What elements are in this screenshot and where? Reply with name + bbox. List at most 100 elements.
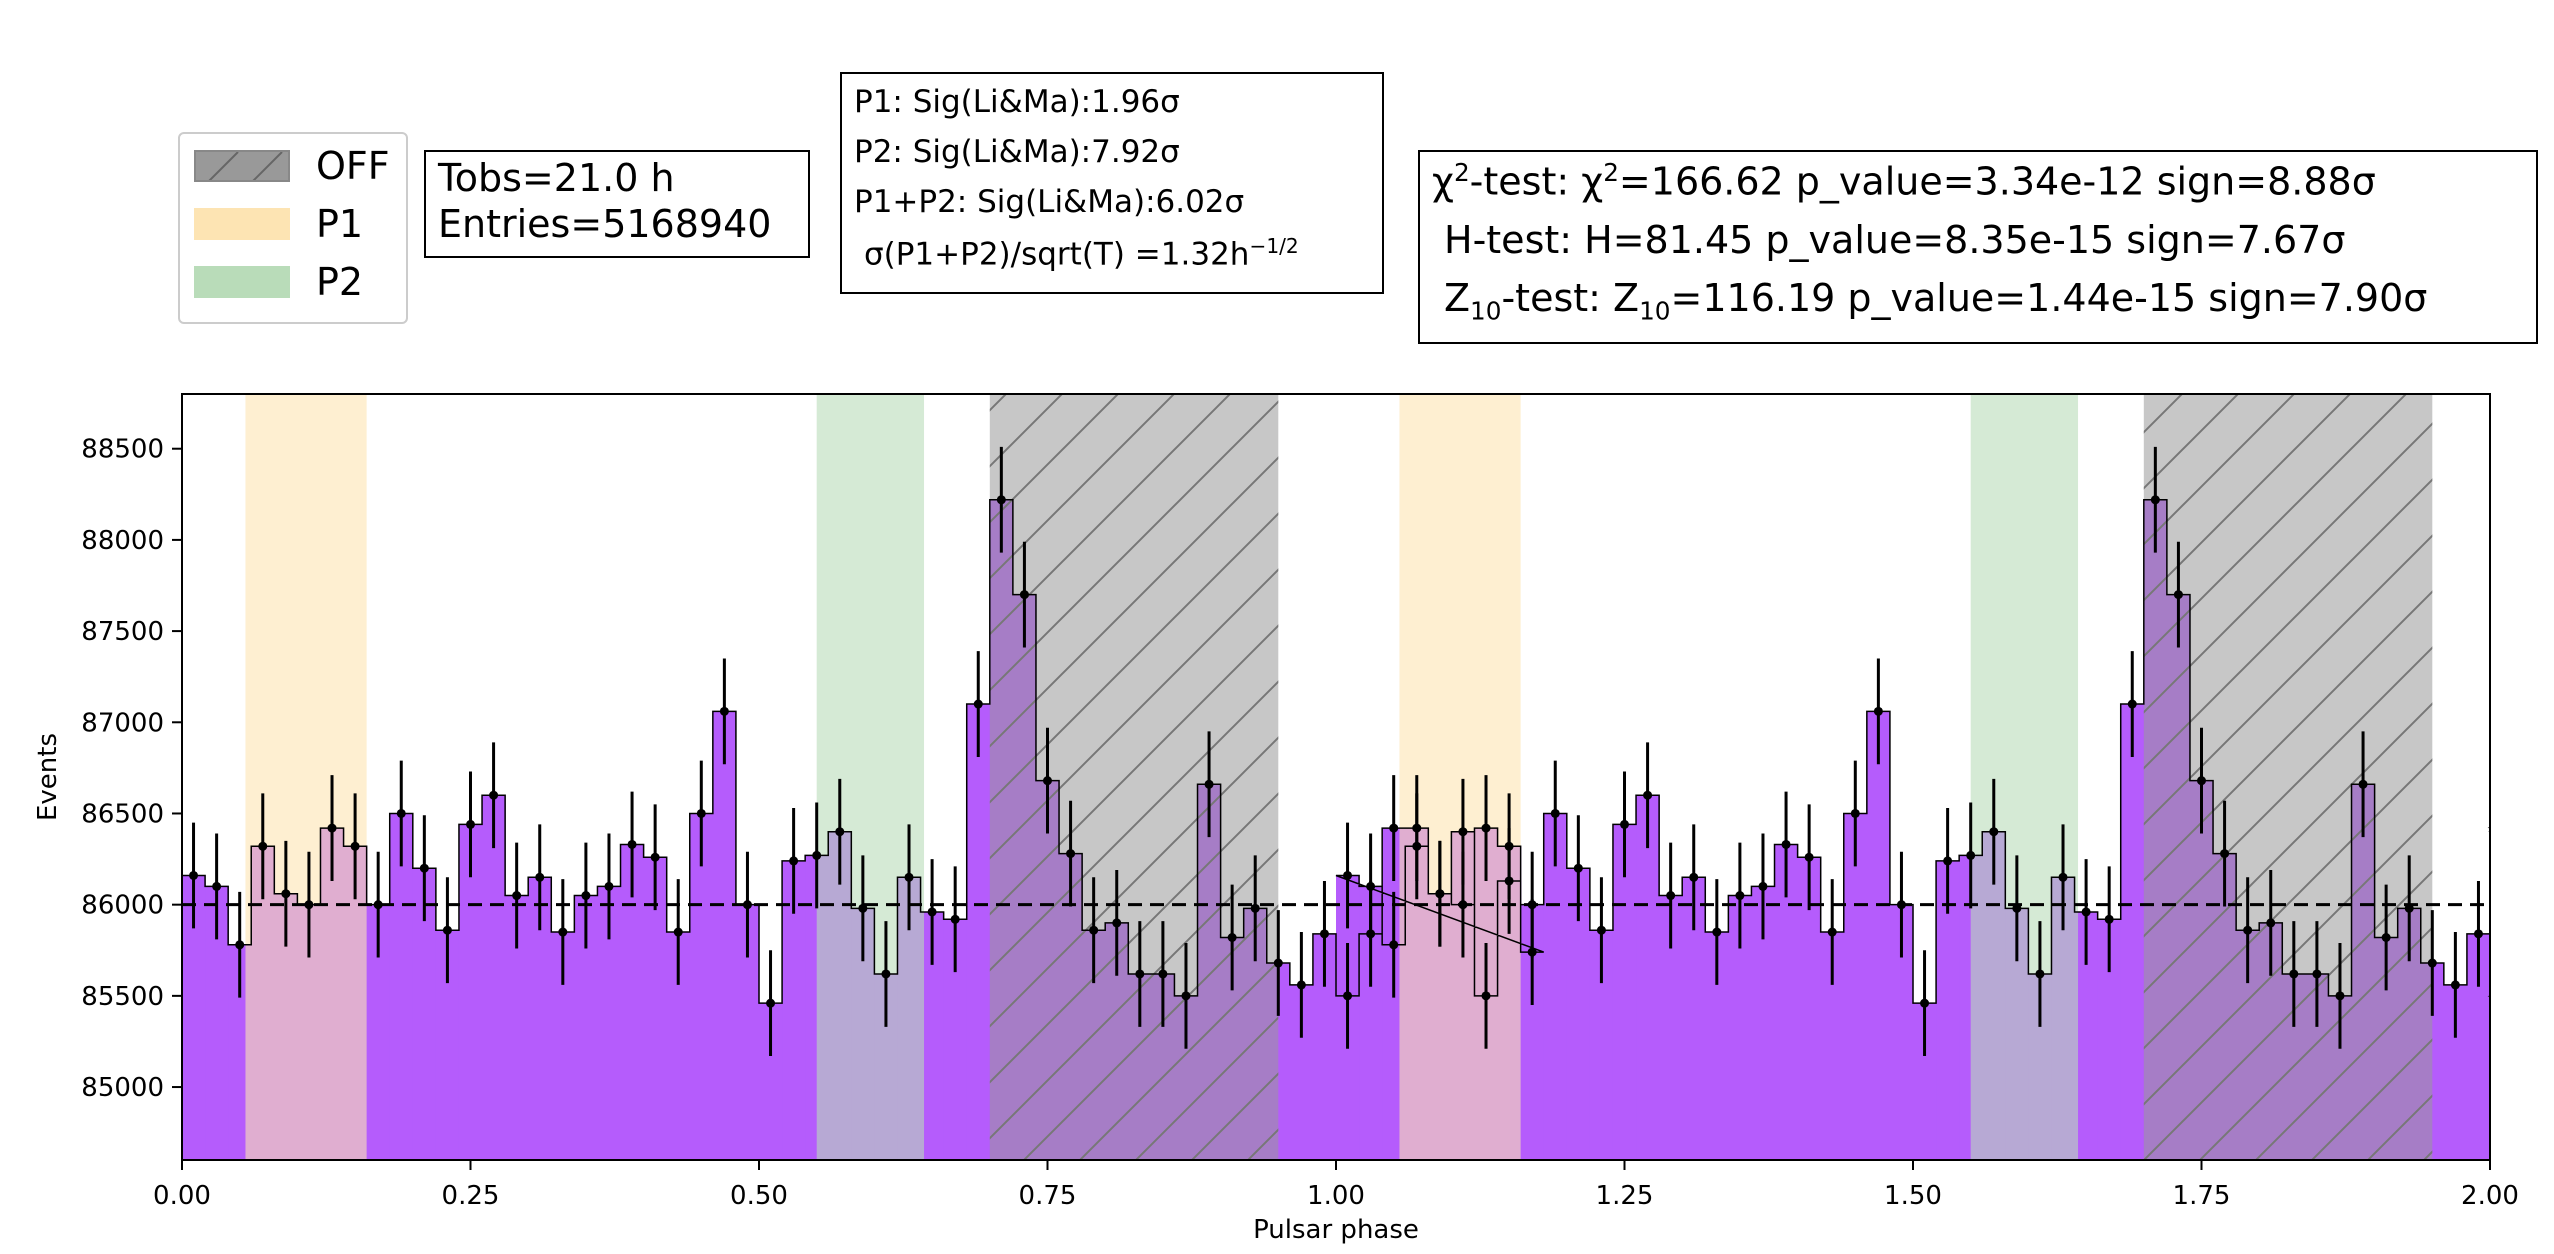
data-point-22 [696, 808, 706, 818]
data-point-100 [2289, 969, 2299, 979]
x-tick-label-7: 1.75 [2173, 1181, 2231, 1211]
legend: OFF P1 P2 [178, 132, 408, 324]
data-point-108 [2473, 929, 2483, 939]
data-point-97 [2220, 849, 2230, 859]
data-point-18 [604, 881, 614, 891]
p1-significance: P1: Sig(Li&Ma):1.96σ [854, 84, 1180, 120]
bar-16 [551, 932, 575, 1160]
data-point-52 [1389, 823, 1399, 833]
bar-19 [620, 844, 645, 1160]
chi2-symbol: χ [1432, 159, 1454, 204]
region-p1-3 [1399, 394, 1521, 1160]
bar-67 [1520, 904, 1545, 1160]
bar-11 [435, 930, 460, 1160]
data-point-101 [2312, 969, 2322, 979]
bar-108 [2466, 933, 2490, 1160]
data-point-60 [1366, 881, 1376, 891]
data-point-90 [2058, 872, 2068, 882]
data-point-77 [1758, 881, 1768, 891]
bar-74 [1682, 877, 1706, 1160]
data-point-47 [1273, 958, 1283, 968]
data-point-37 [1043, 776, 1052, 786]
x-tick-label-4: 1.00 [1307, 1181, 1365, 1211]
bar-22 [689, 813, 714, 1160]
data-point-19 [627, 839, 637, 849]
p2-significance: P2: Sig(Li&Ma):7.92σ [854, 134, 1180, 170]
z10-test-text: Z10-test: Z10=116.19 p_value=1.44e-15 si… [1444, 276, 2427, 326]
z-sub-1: 10 [1470, 296, 1502, 326]
data-point-74 [1689, 872, 1699, 882]
legend-label-p2: P2 [316, 260, 364, 304]
legend-label-p1: P1 [316, 202, 364, 246]
data-point-32 [927, 907, 937, 917]
data-point-25 [766, 998, 776, 1008]
data-point-104 [2381, 932, 2391, 942]
data-point-10 [419, 863, 429, 873]
bar-20 [643, 857, 668, 1160]
legend-swatch-off [194, 150, 290, 182]
data-point-68 [1550, 808, 1560, 818]
entries-text: Entries=5168940 [438, 202, 772, 246]
z-mid: -test: Z [1501, 276, 1640, 320]
error-bars-layer [189, 446, 2483, 1057]
bar-21 [666, 932, 691, 1160]
x-tick-label-5: 1.25 [1596, 1181, 1654, 1211]
data-point-33 [950, 914, 960, 924]
data-point-16 [558, 927, 568, 937]
data-point-20 [650, 852, 660, 862]
data-point-43 [1181, 991, 1191, 1001]
data-point-31 [904, 872, 914, 882]
data-point-45 [1227, 932, 1237, 942]
bar-48 [1289, 984, 1314, 1160]
rate-text: σ(P1+P2)/sqrt(T) =1.32h [864, 236, 1250, 273]
bar-13 [482, 795, 506, 1160]
region-hatch-5 [2143, 394, 2433, 1160]
data-point-106 [2427, 958, 2437, 968]
bar-77 [1751, 886, 1776, 1160]
data-point-94 [2150, 495, 2160, 505]
data-point-65 [1481, 823, 1491, 833]
data-point-66 [1504, 841, 1514, 851]
y-tick-label-7: 88500 [81, 435, 164, 465]
bar-60 [1359, 886, 1383, 1160]
data-point-1 [212, 881, 222, 891]
data-point-50 [1343, 991, 1353, 1001]
data-point-82 [1873, 706, 1883, 716]
data-point-55 [1458, 827, 1468, 837]
data-point-0 [189, 870, 199, 880]
bar-80 [1820, 932, 1845, 1160]
data-point-42 [1158, 969, 1168, 979]
data-point-38 [1066, 849, 1076, 859]
regions-layer [245, 394, 2433, 1160]
bar-91 [2074, 911, 2099, 1160]
y-tick-label-2: 86000 [81, 891, 164, 921]
bar-8 [366, 904, 391, 1160]
x-tick-label-6: 1.50 [1884, 1181, 1942, 1211]
data-point-78 [1781, 839, 1791, 849]
significance-box: P1: Sig(Li&Ma):1.96σ P2: Sig(Li&Ma):7.92… [840, 72, 1384, 294]
data-point-44 [1204, 779, 1214, 789]
data-point-107 [2450, 980, 2460, 990]
observation-info-box: Tobs=21.0 h Entries=5168940 [424, 150, 810, 258]
data-point-93 [2127, 699, 2137, 709]
data-point-69 [1573, 863, 1583, 873]
data-point-6 [327, 823, 337, 833]
data-point-62 [1412, 841, 1422, 851]
chi2-test-text: χ2-test: χ2=166.62 p_value=3.34e-12 sign… [1432, 158, 2376, 204]
bar-24 [735, 904, 760, 1160]
y-tick-label-3: 86500 [81, 799, 164, 829]
bar-32 [920, 911, 945, 1160]
data-point-40 [1112, 918, 1122, 928]
x-axis-label: Pulsar phase [1253, 1215, 1419, 1245]
data-point-99 [2266, 918, 2276, 928]
p1p2-significance: P1+P2: Sig(Li&Ma):6.02σ [854, 184, 1245, 220]
bar-76 [1728, 895, 1753, 1160]
bar-78 [1774, 844, 1799, 1160]
data-point-87 [1989, 827, 1999, 837]
bar-83 [1889, 904, 1914, 1160]
bar-12 [458, 824, 483, 1160]
bar-75 [1705, 932, 1729, 1160]
bar-17 [574, 895, 599, 1160]
rate-significance: σ(P1+P2)/sqrt(T) =1.32h−1/2 [864, 234, 1299, 272]
